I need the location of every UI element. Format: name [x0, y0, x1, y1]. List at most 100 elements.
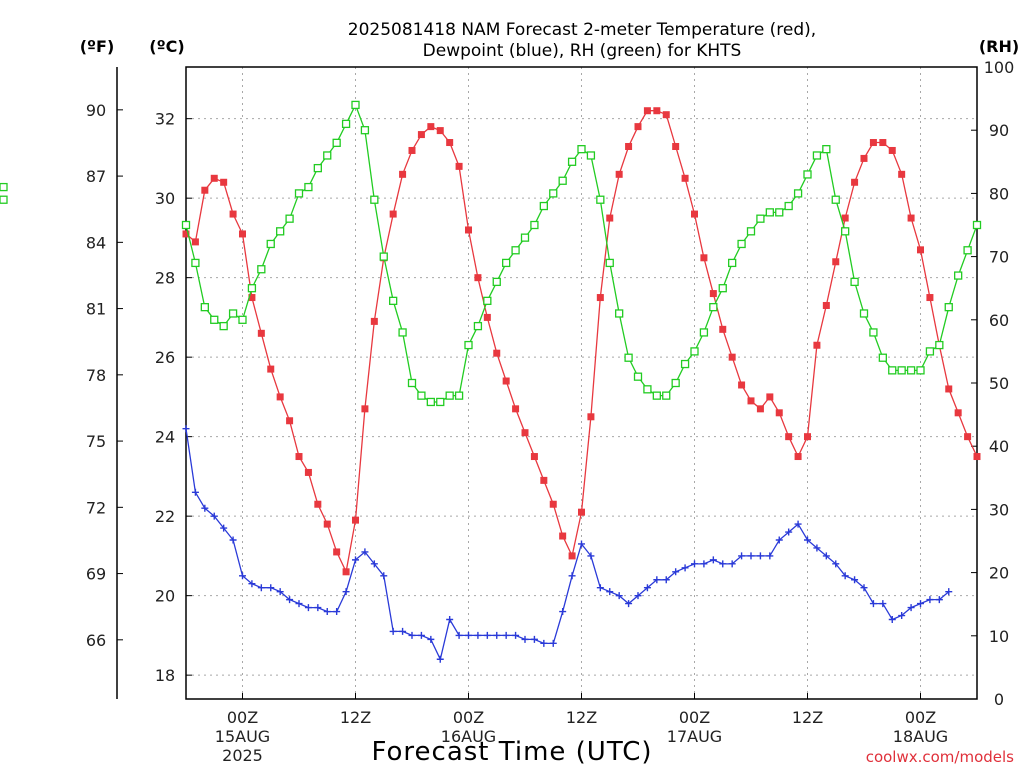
data-point	[680, 359, 690, 369]
fahrenheit-tick-label: 72	[86, 498, 106, 517]
data-point	[295, 600, 303, 608]
data-point	[248, 294, 256, 302]
rh-tick-label: 60	[989, 311, 1009, 330]
data-point	[653, 576, 661, 584]
data-point	[483, 313, 491, 321]
data-point	[483, 296, 492, 305]
data-point	[511, 246, 520, 255]
data-point	[907, 214, 915, 222]
celsius-tick-label: 26	[155, 348, 175, 367]
data-point	[784, 201, 793, 211]
data-point	[775, 208, 784, 217]
data-point	[502, 258, 511, 268]
data-point	[399, 170, 407, 178]
celsius-tick-label: 22	[155, 507, 175, 526]
data-point	[973, 453, 981, 461]
data-point	[916, 366, 925, 375]
data-point	[804, 536, 811, 544]
grid-lines	[186, 67, 977, 699]
data-point	[926, 596, 934, 604]
data-point	[691, 560, 698, 568]
data-point	[690, 347, 699, 356]
chart-title-line2: Dewpoint (blue), RH (green) for KHTS	[423, 41, 742, 61]
data-point	[379, 252, 388, 261]
data-point	[464, 340, 473, 350]
data-point	[323, 151, 332, 160]
celsius-tick-label: 18	[155, 666, 175, 685]
data-point	[483, 631, 491, 639]
celsius-unit-label: (ºC)	[149, 37, 184, 56]
data-point	[888, 616, 896, 624]
data-point	[625, 600, 633, 608]
credit-link[interactable]: coolwx.com/models	[866, 748, 1014, 766]
data-point	[361, 405, 369, 413]
data-point	[878, 353, 887, 362]
data-point	[313, 163, 322, 173]
date-tick-label: 15AUG	[215, 727, 270, 746]
data-point	[813, 341, 821, 349]
data-point	[954, 409, 962, 417]
data-point	[898, 170, 906, 178]
data-point	[691, 210, 698, 218]
data-point	[841, 214, 849, 222]
data-point	[813, 544, 821, 552]
data-point	[832, 258, 840, 266]
chart-title-line1: 2025081418 NAM Forecast 2-meter Temperat…	[348, 20, 816, 40]
data-point	[502, 377, 510, 385]
data-point	[446, 139, 454, 147]
fahrenheit-tick-label: 66	[86, 631, 106, 650]
data-point	[925, 347, 935, 356]
data-point	[323, 608, 331, 616]
data-point	[436, 655, 444, 663]
time-tick-label: 12Z	[566, 708, 597, 727]
data-point	[436, 397, 445, 407]
rh-tick-label: 100	[984, 58, 1015, 77]
data-point	[220, 524, 228, 532]
fahrenheit-tick-label: 69	[86, 565, 106, 584]
fahrenheit-tick-label: 87	[86, 167, 106, 186]
data-point	[257, 329, 265, 337]
rh-tick-label: 50	[989, 374, 1009, 393]
data-point	[822, 552, 830, 560]
data-point	[323, 520, 331, 528]
data-point	[228, 309, 238, 318]
data-point	[247, 284, 257, 293]
data-point	[917, 600, 924, 608]
data-point	[239, 572, 246, 580]
data-point	[182, 230, 190, 238]
data-point	[539, 201, 548, 211]
data-point	[286, 596, 294, 604]
data-point	[314, 604, 322, 612]
fahrenheit-axis: 66 69 72 75 78 81 84 87 90	[86, 101, 123, 650]
data-point	[888, 366, 897, 375]
data-point	[417, 131, 425, 139]
data-point	[267, 365, 275, 373]
data-point	[342, 588, 350, 596]
data-point	[860, 154, 868, 162]
series-rh	[0, 100, 982, 407]
data-point	[954, 271, 963, 280]
data-point	[775, 409, 783, 417]
rh-tick-label: 10	[989, 627, 1009, 646]
data-point	[747, 397, 755, 405]
data-point	[473, 321, 483, 331]
data-point	[408, 146, 416, 154]
data-point	[559, 608, 567, 616]
rh-tick-label: 40	[989, 437, 1009, 456]
data-point	[408, 631, 416, 639]
data-point	[210, 512, 218, 520]
data-point	[558, 176, 567, 185]
data-point	[578, 540, 585, 548]
data-point	[898, 612, 906, 620]
data-point	[332, 138, 341, 147]
data-point	[512, 405, 520, 413]
series-line	[185, 110, 978, 574]
data-point	[756, 405, 764, 413]
data-point	[220, 178, 228, 186]
data-point	[672, 568, 680, 576]
data-point	[559, 532, 567, 540]
data-point	[502, 631, 510, 639]
data-point	[239, 230, 246, 238]
data-point	[352, 516, 359, 524]
